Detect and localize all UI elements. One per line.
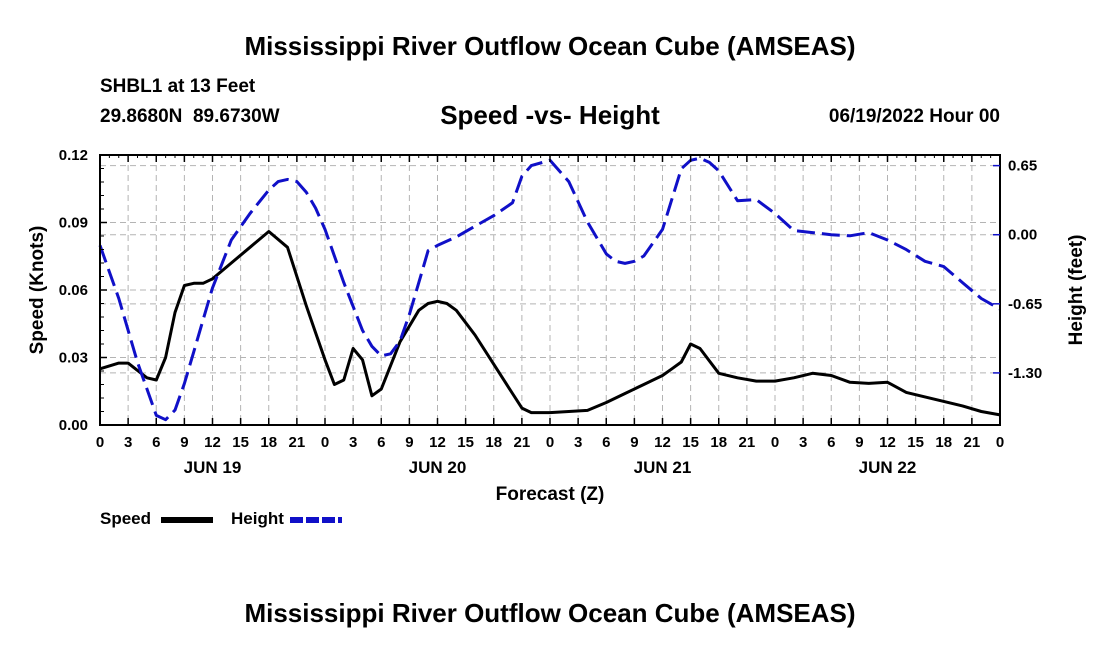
axes: 0 3 6 9 12 15 18 21 0 3 6 9 12 15 18 21 0 3 6 9 12 15 18 21 0 3 6 9… [59,147,1042,477]
station-label: SHBL1 at 13 Feet [100,76,256,97]
height-series-line [98,156,1001,422]
x-tick-label: 15 [232,434,249,451]
x-tick-label: 6 [377,434,385,451]
y-tick-label: 0.00 [59,417,88,434]
y2-axis-title: Height (feet) [1066,235,1087,346]
x-date-label: JUN 21 [634,458,692,477]
x-tick-label: 3 [799,434,807,451]
y2-tick-label: 0.00 [1008,227,1037,244]
chart-subtitle: Speed -vs- Height [440,100,660,130]
forecast-datetime: 06/19/2022 Hour 00 [828,106,1000,127]
x-tick-label: 9 [405,434,413,451]
x-tick-label: 6 [602,434,610,451]
x-tick-label: 0 [96,434,104,451]
legend-height-swatch [290,517,342,523]
x-tick-label: 18 [710,434,727,451]
x-tick-label: 6 [827,434,835,451]
x-tick-label: 21 [514,434,531,451]
x-tick-label: 0 [321,434,329,451]
x-tick-label: 3 [574,434,582,451]
x-tick-label: 21 [964,434,981,451]
x-date-label: JUN 20 [409,458,467,477]
x-tick-label: 9 [180,434,188,451]
y2-tick-label: 0.65 [1008,158,1037,175]
x-tick-label: 12 [429,434,446,451]
x-tick-label: 3 [349,434,357,451]
y-tick-label: 0.03 [59,350,88,367]
x-tick-label: 9 [630,434,638,451]
y-tick-label: 0.06 [59,282,88,299]
x-tick-label: 9 [855,434,863,451]
x-tick-label: 21 [739,434,756,451]
x-date-label: JUN 19 [184,458,242,477]
chart-title: Mississippi River Outflow Ocean Cube (AM… [244,31,856,61]
legend-speed-swatch [161,517,213,523]
x-tick-label: 18 [935,434,952,451]
x-tick-label: 12 [204,434,221,451]
x-tick-label: 15 [457,434,474,451]
x-tick-label: 3 [124,434,132,451]
x-tick-label: 0 [546,434,554,451]
x-tick-label: 15 [907,434,924,451]
x-tick-label: 12 [654,434,671,451]
x-tick-label: 18 [260,434,277,451]
lat-lon-label: 29.8680N 89.6730W [100,106,280,127]
repeated-chart-title: Mississippi River Outflow Ocean Cube (AM… [244,598,856,628]
legend-speed-label: Speed [100,509,152,528]
series-lines [98,156,1001,422]
x-tick-label: 21 [289,434,306,451]
x-tick-label: 6 [152,434,160,451]
y-axis-title: Speed (Knots) [27,226,48,355]
y2-tick-label: -1.30 [1008,365,1042,382]
x-tick-label: 18 [485,434,502,451]
x-date-label: JUN 22 [859,458,917,477]
x-axis-title: Forecast (Z) [496,484,605,505]
x-tick-label: 15 [682,434,699,451]
legend-height-label: Height [231,509,284,528]
x-tick-label: 0 [771,434,779,451]
x-tick-label: 0 [996,434,1004,451]
y2-tick-label: -0.65 [1008,296,1042,313]
x-tick-label: 12 [879,434,896,451]
y-tick-label: 0.12 [59,147,88,164]
y-tick-label: 0.09 [59,215,88,232]
